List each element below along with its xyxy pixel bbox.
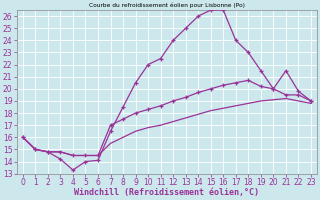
Title: Courbe du refroidissement éolien pour Lisbonne (Po): Courbe du refroidissement éolien pour Li… xyxy=(89,3,245,8)
X-axis label: Windchill (Refroidissement éolien,°C): Windchill (Refroidissement éolien,°C) xyxy=(74,188,260,197)
